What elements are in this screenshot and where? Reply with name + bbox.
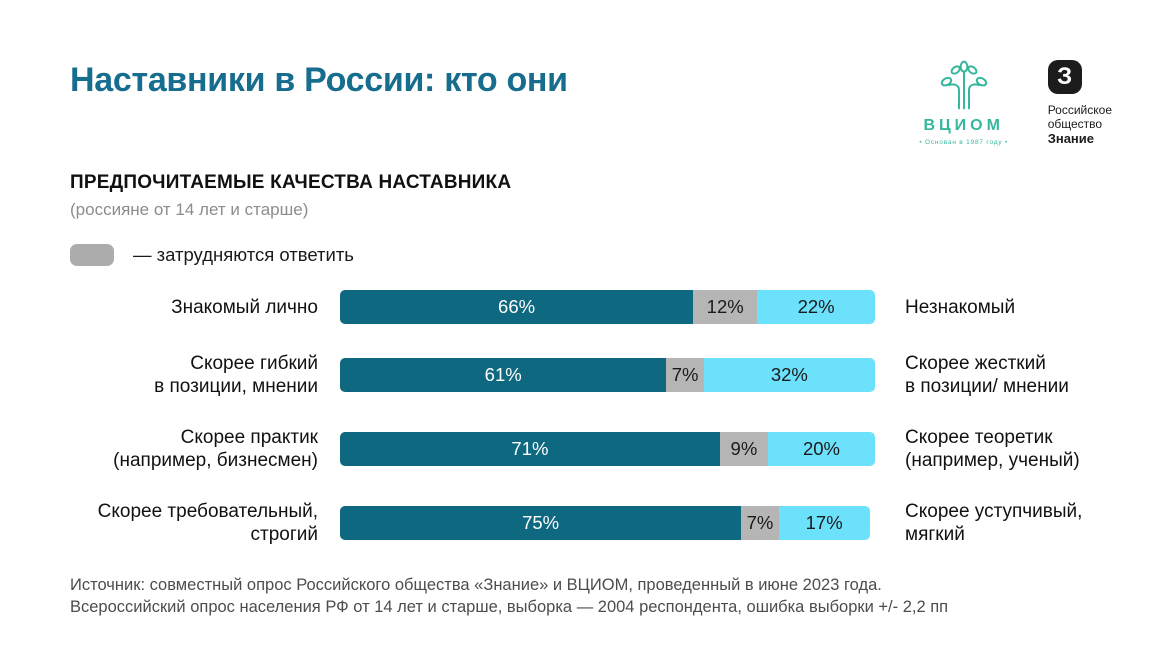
chart-row: Скорее требовательный, строгий 75% 7% 17% Ск… xyxy=(70,500,1112,546)
row-right-label: Скорее жесткий в позиции/ мнении xyxy=(905,353,1069,397)
vciom-wordmark: ВЦИОМ xyxy=(923,117,1004,134)
chart-title: ПРЕДПОЧИТАЕМЫЕ КАЧЕСТВА НАСТАВНИКА xyxy=(70,172,512,193)
znanie-z-letter: З xyxy=(1057,63,1073,90)
vciom-logo: ВЦИОМ • Основан в 1987 году • xyxy=(910,60,1018,146)
row-right-label: Скорее теоретик (например, ученый) xyxy=(905,427,1080,471)
znanie-text-line1: Российское xyxy=(1047,103,1112,117)
page-title: Наставники в России: кто они xyxy=(70,61,568,99)
stacked-bar: 66% 12% 22% xyxy=(340,290,875,324)
bar-segment-secondary: 32% xyxy=(703,358,875,392)
legend: — затрудняются ответить xyxy=(70,244,1112,266)
znanie-text-line3: Знание xyxy=(1047,131,1095,146)
stacked-bar-chart: Знакомый лично 66% 12% 22% Незнакомый Скорее … xyxy=(70,290,1112,546)
bar-segment-secondary: 22% xyxy=(757,290,875,324)
row-left-label: Скорее требовательный, строгий xyxy=(97,501,318,545)
row-right-label: Скорее уступчивый, мягкий xyxy=(905,501,1083,545)
znanie-wordmark: Российское общество Знание xyxy=(1048,103,1112,146)
znanie-text-line2: общество xyxy=(1047,117,1103,131)
bar-segment-neutral: 12% xyxy=(693,290,758,324)
legend-swatch xyxy=(70,244,114,266)
chart-row: Скорее практик (например, бизнесмен) 71% 9… xyxy=(70,426,1112,472)
stacked-bar: 75% 7% 17% xyxy=(340,506,875,540)
logos: ВЦИОМ • Основан в 1987 году • З Российск… xyxy=(910,60,1112,146)
chart-row: Скорее гибкий в позиции, мнении 61% 7% 32% С… xyxy=(70,352,1112,398)
bar-segment-neutral: 9% xyxy=(719,432,768,466)
legend-label: — затрудняются ответить xyxy=(133,244,354,265)
znanie-logo: З Российское общество Знание xyxy=(1047,60,1112,146)
stacked-bar: 61% 7% 32% xyxy=(340,358,875,392)
source-line1: Источник: совместный опрос Российского о… xyxy=(70,576,882,594)
bar-segment-neutral: 7% xyxy=(666,358,704,392)
source-line2: Всероссийский опрос населения РФ от 14 л… xyxy=(70,598,949,616)
row-left-label: Знакомый лично xyxy=(171,296,318,318)
stacked-bar: 71% 9% 20% xyxy=(340,432,875,466)
bar-segment-primary: 71% xyxy=(340,432,720,466)
bar-segment-primary: 75% xyxy=(340,506,742,540)
source-note: Источник: совместный опрос Российского о… xyxy=(70,574,1112,618)
header: Наставники в России: кто они xyxy=(70,60,1112,146)
bar-segment-primary: 61% xyxy=(340,358,667,392)
row-left-label: Скорее гибкий в позиции, мнении xyxy=(154,353,318,397)
row-left-label: Скорее практик (например, бизнесмен) xyxy=(113,427,318,471)
vciom-tree-icon xyxy=(937,60,991,115)
chart-row: Знакомый лично 66% 12% 22% Незнакомый xyxy=(70,290,1112,324)
znanie-z-icon: З xyxy=(1047,60,1082,94)
chart-subtitle: (россияне от 14 лет и старше) xyxy=(70,200,309,219)
vciom-tagline: • Основан в 1987 году • xyxy=(919,139,1009,146)
bar-segment-neutral: 7% xyxy=(741,506,779,540)
row-right-label: Незнакомый xyxy=(905,296,1016,318)
bar-segment-primary: 66% xyxy=(340,290,694,324)
bar-segment-secondary: 20% xyxy=(767,432,875,466)
bar-segment-secondary: 17% xyxy=(778,506,870,540)
